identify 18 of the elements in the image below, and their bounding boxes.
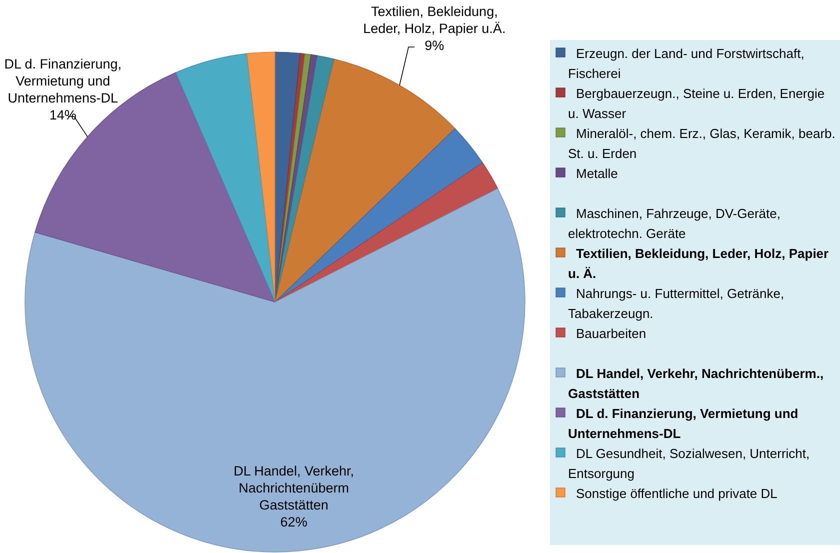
- data-label: Textilien, Bekleidung, Leder, Holz, Papier u.Ä. 9%: [363, 4, 506, 53]
- legend-label: Erzeugn. der Land- und Forstwirtschaft, Fischerei: [568, 46, 804, 81]
- legend-label: Bergbauerzeugn., Steine u. Erden, Energie u. Wasser: [568, 86, 825, 121]
- legend-label: Mineralöl-, chem. Erz., Glas, Keramik, bearb. St. u. Erden: [568, 126, 836, 161]
- legend-label: Maschinen, Fahrzeuge, DV-Geräte, elektrotechn. Geräte: [568, 206, 780, 241]
- legend-label: Metalle: [576, 166, 618, 181]
- pie-slice: [274, 128, 483, 302]
- legend-label: Sonstige öffentliche und private DL: [576, 486, 778, 501]
- legend-label: DL Gesundheit, Sozialwesen, Unterricht, Entsorgung: [568, 446, 810, 481]
- pie-slice: [24, 188, 526, 552]
- legend-label: DL d. Finanzierung, Vermietung und Unternehmens-DL: [568, 406, 798, 441]
- legend-label: Bauarbeiten: [576, 326, 646, 341]
- legend-label: DL Handel, Verkehr, Nachrichtenüberm., Gaststätten: [568, 366, 824, 401]
- data-label: DL Handel, Verkehr, Nachrichtenüberm Gaststätten 62%: [234, 464, 354, 530]
- legend-label: Nahrungs- u. Futtermittel, Getränke, Tabakerzeugn.: [568, 286, 784, 321]
- pie-slice: [274, 162, 498, 302]
- legend-label: Textilien, Bekleidung, Leder, Holz, Papier u. Ä.: [568, 246, 829, 281]
- data-label: DL d. Finanzierung, Vermietung und Unternehmens-DL 14%: [4, 56, 122, 122]
